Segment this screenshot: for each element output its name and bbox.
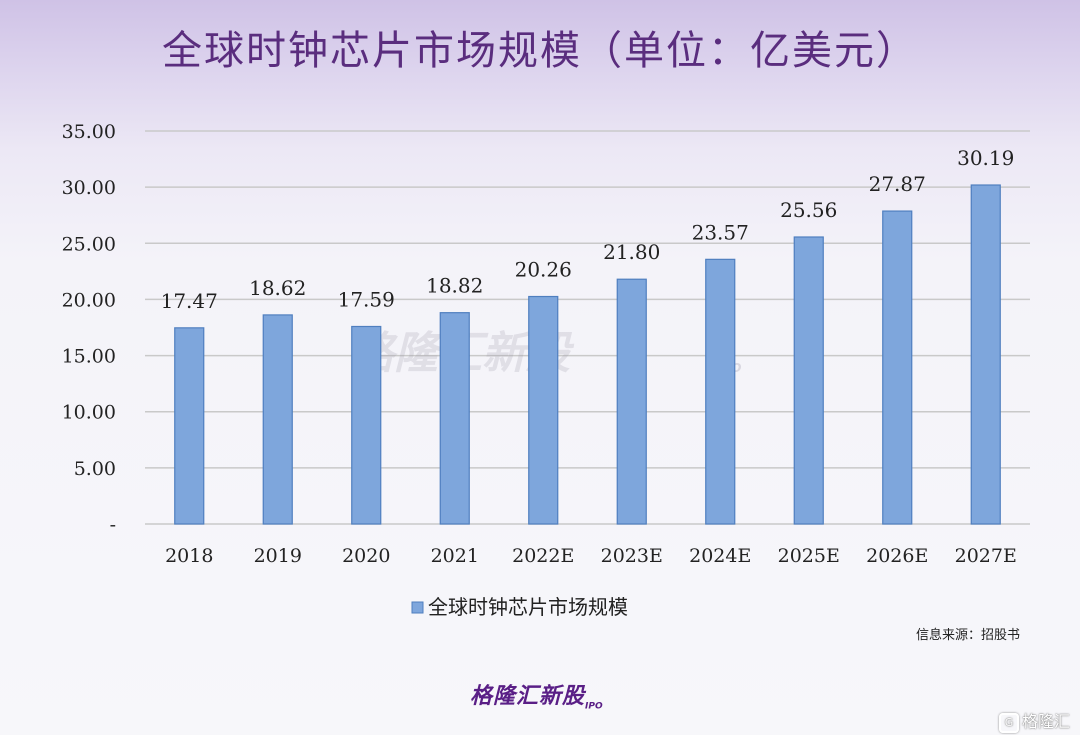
y-tick-label: 20.00 xyxy=(62,289,116,311)
bar-2020 xyxy=(351,325,382,525)
x-tick-label-2027E: 2027E xyxy=(955,545,1017,567)
data-label-2024E: 23.57 xyxy=(692,220,749,244)
corner-logo-text: 格隆汇 xyxy=(1021,712,1070,731)
brand-logo-sub: IPO xyxy=(585,701,603,712)
bar-2018 xyxy=(174,327,205,525)
bar-2024E xyxy=(705,258,736,525)
x-tick-label-2022E: 2022E xyxy=(512,545,574,567)
data-label-2020: 17.59 xyxy=(338,287,395,311)
data-label-2023E: 21.80 xyxy=(603,240,660,264)
data-label-2022E: 20.26 xyxy=(515,258,572,282)
bar-2026E xyxy=(882,210,913,525)
data-label-2018: 17.47 xyxy=(161,289,218,313)
bar-2027E xyxy=(970,184,1001,525)
y-tick-label: 30.00 xyxy=(62,177,116,199)
bar-2021 xyxy=(439,312,470,525)
x-tick-label-2020: 2020 xyxy=(342,545,390,567)
x-tick-label-2018: 2018 xyxy=(165,545,213,567)
bar-2023E xyxy=(616,278,647,525)
x-tick-label-2021: 2021 xyxy=(431,545,479,567)
data-label-2021: 18.82 xyxy=(426,274,483,298)
bar-2019 xyxy=(262,314,293,525)
y-tick-label: 10.00 xyxy=(62,402,116,424)
data-labels: 17.47 18.62 17.59 18.82 20.26 21.80 23.57 25.56… xyxy=(161,146,1015,313)
brand-logo-text: 格隆汇新股 xyxy=(470,684,586,709)
x-tick-label-2019: 2019 xyxy=(254,545,302,567)
legend-swatch xyxy=(411,601,424,614)
x-tick-label-2026E: 2026E xyxy=(866,545,928,567)
legend: 全球时钟芯片市场规模 xyxy=(411,595,628,619)
brand-logo: 格隆汇新股IPO xyxy=(470,678,603,711)
x-tick-label-2024E: 2024E xyxy=(689,545,751,567)
data-label-2019: 18.62 xyxy=(249,276,306,300)
data-label-2026E: 27.87 xyxy=(869,172,926,196)
data-label-2027E: 30.19 xyxy=(957,146,1014,170)
y-tick-label: 25.00 xyxy=(62,233,116,255)
x-tick-label-2025E: 2025E xyxy=(778,545,840,567)
source-note: 信息来源：招股书 xyxy=(915,628,1020,643)
chart-title: 全球时钟芯片市场规模（单位：亿美元） xyxy=(162,28,918,74)
bar-2022E xyxy=(528,295,559,525)
corner-logo: G 格隆汇 xyxy=(998,708,1070,733)
x-tick-label-2023E: 2023E xyxy=(601,545,663,567)
x-axis-categories: 2018 2019 2020 2021 2022E 2023E 2024E 2025E 2026… xyxy=(165,545,1017,567)
y-tick-label: 5.00 xyxy=(74,458,116,480)
bars xyxy=(174,184,1001,525)
y-tick-label: 15.00 xyxy=(62,346,116,368)
y-tick-label: 35.00 xyxy=(62,121,116,143)
corner-logo-icon: G xyxy=(998,712,1019,733)
legend-label: 全球时钟芯片市场规模 xyxy=(428,595,628,619)
y-axis-ticks: - 5.00 10.00 15.00 20.00 25.00 30.00 35.00 xyxy=(62,121,116,536)
data-label-2025E: 25.56 xyxy=(780,198,837,222)
y-tick-label: - xyxy=(110,514,116,536)
bar-2025E xyxy=(793,236,824,525)
